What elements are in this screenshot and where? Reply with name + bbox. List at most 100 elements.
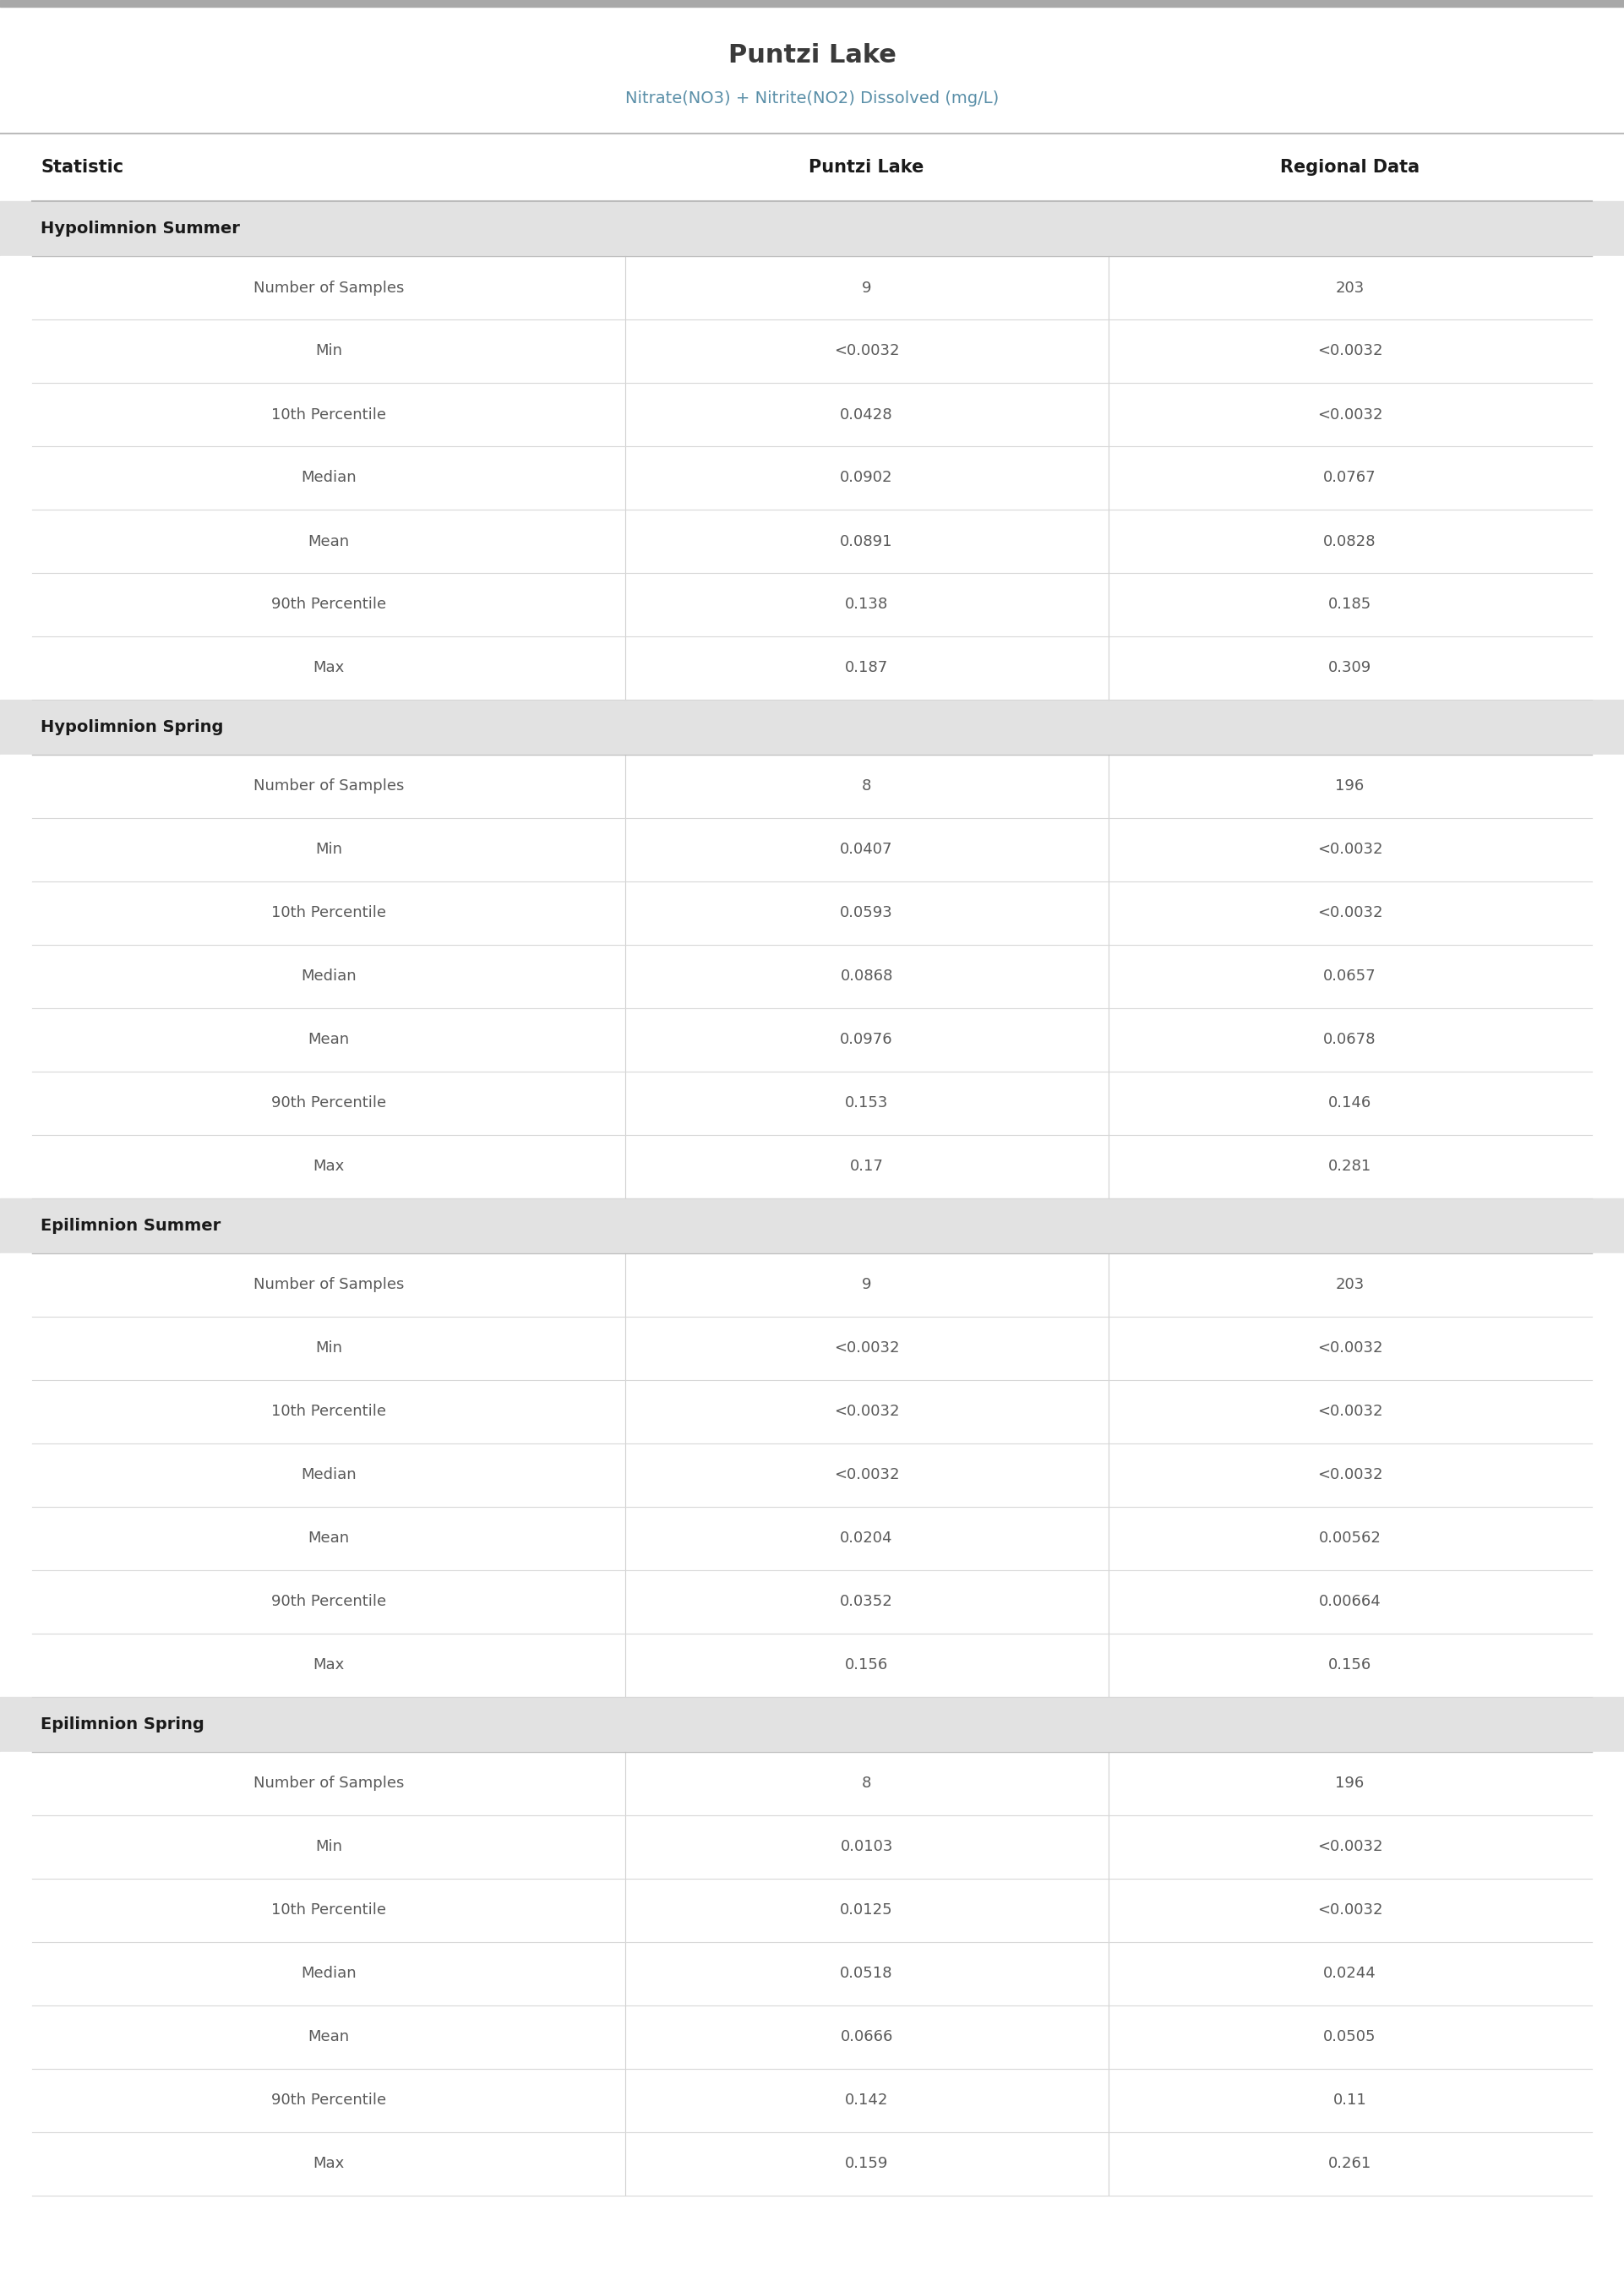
Text: 0.0125: 0.0125 [840,1902,893,1918]
Text: 0.00562: 0.00562 [1319,1530,1380,1546]
Text: <0.0032: <0.0032 [833,343,900,359]
Text: <0.0032: <0.0032 [1317,906,1382,922]
Text: 0.0103: 0.0103 [840,1839,893,1855]
Text: 0.0767: 0.0767 [1324,470,1376,486]
Text: 10th Percentile: 10th Percentile [271,1902,387,1918]
Text: 0.187: 0.187 [844,661,888,676]
Text: Min: Min [315,842,343,858]
Bar [0,320,1624,384]
Text: 0.309: 0.309 [1328,661,1372,676]
Text: Max: Max [313,1657,344,1673]
Text: 0.0352: 0.0352 [840,1594,893,1609]
Bar [0,1253,1624,1317]
Text: 0.0657: 0.0657 [1324,969,1376,985]
Text: <0.0032: <0.0032 [1317,1839,1382,1855]
Bar [0,1008,1624,1071]
Bar [0,1444,1624,1507]
Text: Number of Samples: Number of Samples [253,1278,404,1292]
Text: <0.0032: <0.0032 [1317,1902,1382,1918]
Bar [0,1634,1624,1698]
Text: Epilimnion Spring: Epilimnion Spring [41,1716,205,1732]
Text: 0.156: 0.156 [844,1657,888,1673]
Text: <0.0032: <0.0032 [1317,842,1382,858]
Text: 0.0891: 0.0891 [840,533,893,549]
Bar [0,134,1624,202]
Text: 90th Percentile: 90th Percentile [271,597,387,613]
Text: <0.0032: <0.0032 [1317,406,1382,422]
Text: 90th Percentile: 90th Percentile [271,2093,387,2109]
Bar [0,384,1624,447]
Bar [0,1380,1624,1444]
Text: 9: 9 [862,279,872,295]
Text: 0.261: 0.261 [1328,2156,1372,2172]
Text: Min: Min [315,343,343,359]
Text: 0.159: 0.159 [844,2156,888,2172]
Text: Number of Samples: Number of Samples [253,1775,404,1791]
Text: <0.0032: <0.0032 [833,1342,900,1355]
Text: Median: Median [300,470,356,486]
Text: 0.138: 0.138 [844,597,888,613]
Text: 0.11: 0.11 [1333,2093,1367,2109]
Text: 0.0505: 0.0505 [1324,2029,1376,2045]
Bar [0,699,1624,754]
Bar [0,1698,1624,1752]
Text: 0.00664: 0.00664 [1319,1594,1380,1609]
Text: 0.142: 0.142 [844,2093,888,2109]
Bar [0,0,1624,7]
Text: Mean: Mean [309,2029,349,2045]
Text: Mean: Mean [309,1530,349,1546]
Text: Min: Min [315,1839,343,1855]
Text: 90th Percentile: 90th Percentile [271,1594,387,1609]
Text: Regional Data: Regional Data [1280,159,1419,175]
Text: Max: Max [313,1160,344,1174]
Text: 0.146: 0.146 [1328,1096,1372,1110]
Text: <0.0032: <0.0032 [1317,1405,1382,1419]
Text: 0.0593: 0.0593 [840,906,893,922]
Text: 0.0828: 0.0828 [1324,533,1376,549]
Text: Min: Min [315,1342,343,1355]
Bar [0,1071,1624,1135]
Bar [0,1571,1624,1634]
Bar [0,202,1624,257]
Text: 0.0902: 0.0902 [840,470,893,486]
Text: 10th Percentile: 10th Percentile [271,1405,387,1419]
Bar [0,754,1624,817]
Text: <0.0032: <0.0032 [833,1405,900,1419]
Text: 0.281: 0.281 [1328,1160,1372,1174]
Bar [0,1199,1624,1253]
Text: 196: 196 [1335,779,1364,794]
Text: 9: 9 [862,1278,872,1292]
Text: Nitrate(NO3) + Nitrite(NO2) Dissolved (mg/L): Nitrate(NO3) + Nitrite(NO2) Dissolved (m… [625,91,999,107]
Text: <0.0032: <0.0032 [1317,343,1382,359]
Bar [0,881,1624,944]
Text: 0.153: 0.153 [844,1096,888,1110]
Bar [0,572,1624,636]
Text: Statistic: Statistic [41,159,123,175]
Text: Puntzi Lake: Puntzi Lake [728,43,896,68]
Text: 0.0868: 0.0868 [840,969,893,985]
Text: <0.0032: <0.0032 [1317,1342,1382,1355]
Text: Mean: Mean [309,1033,349,1046]
Text: Median: Median [300,1469,356,1482]
Bar [0,7,1624,134]
Text: Median: Median [300,1966,356,1982]
Text: Mean: Mean [309,533,349,549]
Bar [0,1752,1624,1816]
Text: Hypolimnion Summer: Hypolimnion Summer [41,220,240,236]
Text: Max: Max [313,2156,344,2172]
Text: 90th Percentile: 90th Percentile [271,1096,387,1110]
Text: Number of Samples: Number of Samples [253,279,404,295]
Text: 0.0204: 0.0204 [840,1530,893,1546]
Text: 0.0244: 0.0244 [1324,1966,1377,1982]
Bar [0,508,1624,572]
Text: <0.0032: <0.0032 [833,1469,900,1482]
Text: Epilimnion Summer: Epilimnion Summer [41,1217,221,1235]
Bar [0,636,1624,699]
Bar [0,2068,1624,2132]
Text: 0.0407: 0.0407 [840,842,893,858]
Bar [0,1880,1624,1943]
Text: 0.0678: 0.0678 [1324,1033,1376,1046]
Bar [0,1816,1624,1880]
Bar [0,2004,1624,2068]
Text: Number of Samples: Number of Samples [253,779,404,794]
